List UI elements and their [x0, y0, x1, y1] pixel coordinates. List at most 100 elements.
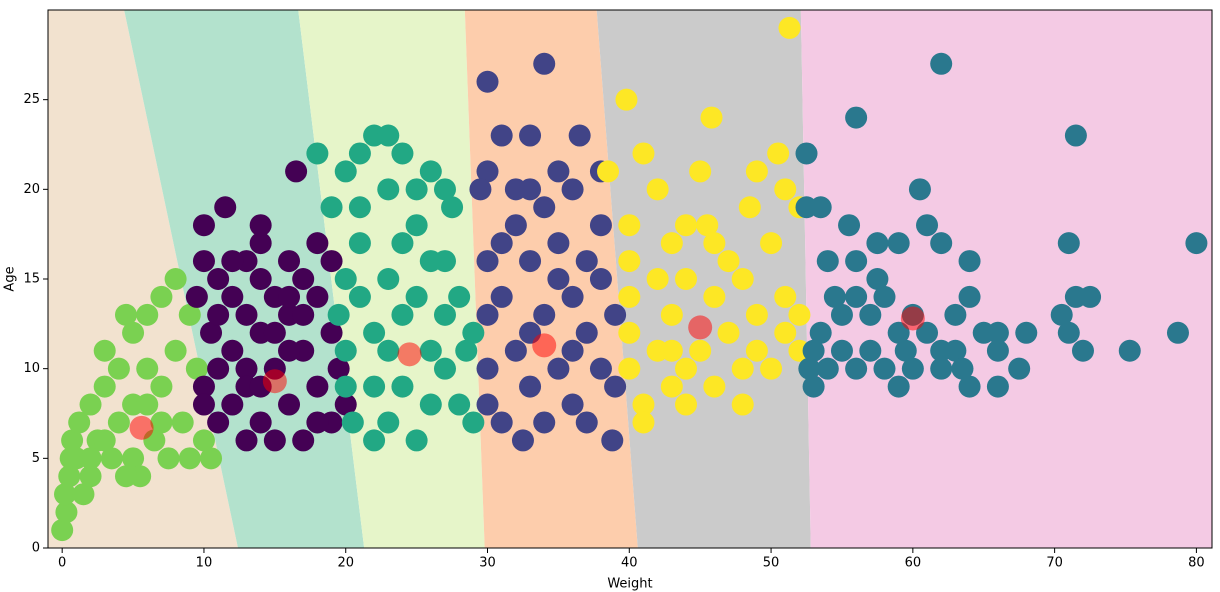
data-point — [1064, 124, 1087, 147]
data-point — [192, 250, 215, 273]
data-point — [561, 339, 584, 362]
data-point — [504, 214, 527, 237]
data-point — [887, 232, 910, 255]
data-point — [278, 250, 301, 273]
data-point — [363, 375, 386, 398]
data-point — [738, 196, 761, 219]
data-point — [760, 232, 783, 255]
data-point — [171, 411, 194, 434]
data-point — [192, 214, 215, 237]
data-point — [334, 375, 357, 398]
data-point — [490, 124, 513, 147]
data-point — [235, 429, 258, 452]
data-point — [767, 142, 790, 165]
data-point — [107, 357, 130, 380]
data-point — [405, 178, 428, 201]
data-point — [51, 519, 74, 542]
data-point — [823, 285, 846, 308]
data-point — [185, 285, 208, 308]
data-point — [774, 178, 797, 201]
data-point — [419, 160, 442, 183]
data-point — [632, 411, 655, 434]
data-point — [405, 429, 428, 452]
data-point — [561, 393, 584, 416]
data-point — [136, 393, 159, 416]
data-point — [476, 70, 499, 93]
data-point — [958, 285, 981, 308]
data-point — [901, 357, 924, 380]
data-point — [618, 214, 641, 237]
data-point — [873, 285, 896, 308]
data-point — [547, 268, 570, 290]
data-point — [575, 321, 598, 344]
data-point — [263, 429, 286, 452]
data-point — [778, 16, 801, 39]
x-tick-label: 30 — [479, 556, 496, 571]
data-point — [327, 303, 350, 326]
data-point — [618, 250, 641, 273]
data-point — [348, 196, 371, 219]
data-point — [476, 357, 499, 380]
data-point — [986, 339, 1009, 362]
data-point — [568, 124, 591, 147]
data-point — [185, 357, 208, 380]
y-tick-label: 0 — [32, 541, 40, 556]
data-point — [703, 232, 726, 255]
data-point — [660, 339, 683, 362]
y-tick-label: 15 — [23, 272, 40, 287]
centroid — [397, 342, 422, 367]
data-point — [448, 393, 471, 416]
data-point — [859, 339, 882, 362]
data-point — [745, 339, 768, 362]
data-point — [597, 160, 620, 183]
data-point — [547, 232, 570, 255]
data-point — [745, 303, 768, 326]
data-point — [306, 375, 329, 398]
data-point — [845, 285, 868, 308]
data-point — [334, 339, 357, 362]
data-point — [462, 411, 485, 434]
data-point — [788, 303, 811, 326]
data-point — [944, 303, 967, 326]
data-point — [816, 250, 839, 273]
data-point — [391, 303, 414, 326]
data-point — [1008, 357, 1031, 380]
data-point — [533, 411, 556, 434]
data-point — [703, 375, 726, 398]
centroid — [688, 315, 713, 340]
data-point — [866, 268, 889, 290]
data-point — [660, 375, 683, 398]
data-point — [930, 52, 953, 75]
data-point — [221, 250, 244, 273]
data-point — [93, 339, 116, 362]
data-point — [476, 250, 499, 273]
data-point — [79, 393, 102, 416]
data-point — [377, 411, 400, 434]
data-point — [1057, 232, 1080, 255]
data-point — [221, 285, 244, 308]
data-point — [986, 375, 1009, 398]
data-point — [717, 250, 740, 273]
data-point — [192, 375, 215, 398]
data-point — [930, 357, 953, 380]
data-point — [490, 232, 513, 255]
data-point — [615, 88, 638, 111]
data-point — [533, 196, 556, 219]
data-point — [490, 411, 513, 434]
data-point — [774, 285, 797, 308]
data-point — [192, 393, 215, 416]
centroid — [129, 415, 154, 440]
data-point — [689, 160, 712, 183]
data-point — [533, 52, 556, 75]
data-point — [845, 106, 868, 129]
data-point — [306, 232, 329, 255]
data-point — [320, 321, 343, 344]
data-point — [519, 178, 542, 201]
data-point — [306, 411, 329, 434]
data-point — [1071, 339, 1094, 362]
data-point — [689, 339, 712, 362]
data-point — [455, 339, 478, 362]
data-point — [887, 321, 910, 344]
data-point — [221, 393, 244, 416]
